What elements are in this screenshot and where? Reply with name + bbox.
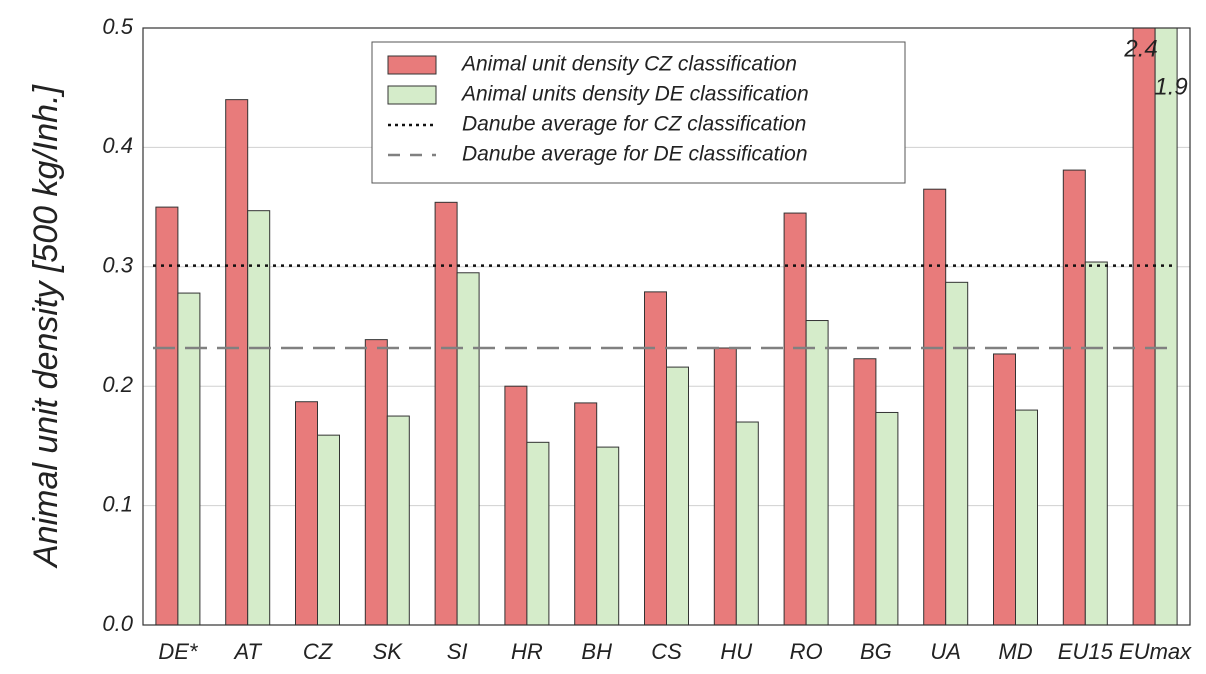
- x-tick-label: BH: [581, 639, 612, 664]
- x-tick-label: RO: [790, 639, 823, 664]
- bar: [177, 292, 201, 625]
- bar: [386, 415, 410, 625]
- legend-swatch: [387, 55, 437, 75]
- value-label: 2.4: [1123, 35, 1157, 62]
- y-tick-label: 0.5: [102, 14, 133, 39]
- x-tick-label: SI: [447, 639, 468, 664]
- y-tick-label: 0.4: [102, 133, 133, 158]
- x-tick-label: DE*: [158, 639, 199, 664]
- legend-box: [371, 41, 906, 184]
- y-axis-label: Animal unit density [500 kg/Inh.]: [27, 83, 65, 568]
- x-tick-label: HU: [720, 639, 752, 664]
- bar: [945, 281, 969, 625]
- bar: [1132, 28, 1156, 625]
- bars: [155, 28, 1178, 625]
- value-label: 1.9: [1154, 73, 1187, 100]
- x-tick-label: CZ: [303, 639, 334, 664]
- x-tick-label: CS: [651, 639, 682, 664]
- bar: [644, 291, 667, 625]
- legend-label: Animal units density DE classification: [460, 83, 809, 106]
- bar: [805, 320, 829, 625]
- y-tick-label: 0.3: [102, 253, 133, 278]
- plot-frame: [142, 27, 1191, 626]
- x-tick-label: BG: [860, 639, 892, 664]
- y-tick-label: 0.1: [102, 491, 133, 516]
- y-tick-label: 0.0: [102, 611, 133, 636]
- x-tick-label: HR: [511, 639, 543, 664]
- bar: [923, 188, 947, 625]
- bar: [1015, 409, 1038, 625]
- x-tick-label: MD: [998, 639, 1032, 664]
- bar: [225, 99, 249, 625]
- bar: [1154, 28, 1178, 625]
- bar: [247, 210, 271, 625]
- y-tick-label: 0.2: [102, 372, 133, 397]
- bar: [853, 358, 877, 625]
- bar: [783, 212, 807, 625]
- bar: [456, 272, 480, 625]
- legend-label: Animal unit density CZ classification: [460, 53, 797, 76]
- bar: [295, 401, 318, 625]
- bar: [993, 353, 1016, 625]
- bar: [434, 201, 458, 625]
- x-tick-label: AT: [232, 639, 262, 664]
- bar: [317, 434, 340, 625]
- x-tick-label: UA: [930, 639, 961, 664]
- bar: [1062, 169, 1086, 625]
- bar: [574, 402, 598, 625]
- bar: [666, 366, 689, 625]
- legend-swatch: [387, 85, 437, 105]
- legend-label: Danube average for DE classification: [462, 143, 808, 166]
- bar: [735, 421, 759, 625]
- x-tick-label: SK: [373, 639, 404, 664]
- x-tick-label: EUmax: [1119, 639, 1192, 664]
- x-tick-label: EU15: [1058, 639, 1114, 664]
- bar: [526, 441, 550, 625]
- bar: [596, 446, 620, 625]
- bar: [1084, 261, 1108, 625]
- bar: [875, 411, 899, 625]
- bar: [155, 206, 179, 625]
- legend-label: Danube average for CZ classification: [462, 113, 806, 136]
- bar: [364, 339, 388, 625]
- bar: [504, 385, 528, 625]
- bar: [713, 347, 737, 625]
